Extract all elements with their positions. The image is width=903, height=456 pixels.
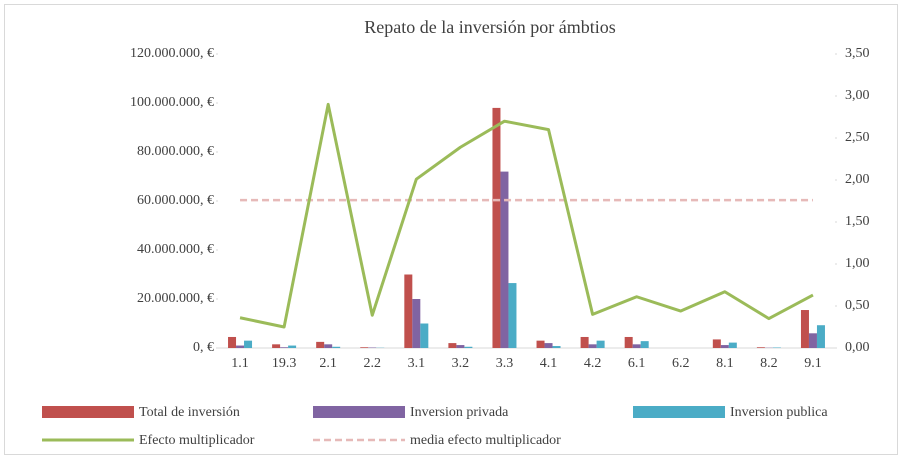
x-tick-label: 9.1	[804, 356, 822, 371]
x-tick-label: 8.2	[760, 356, 778, 371]
bar	[464, 346, 473, 348]
bar	[588, 344, 597, 348]
bar	[412, 299, 421, 348]
y2-tick-label: 0,00	[845, 340, 870, 355]
x-tick-label: 6.1	[628, 356, 646, 371]
bar	[420, 323, 429, 348]
bar	[596, 340, 605, 348]
bar	[800, 310, 809, 348]
y2-tick-label: 2,50	[845, 130, 870, 145]
legend-label: Total de inversión	[139, 405, 240, 420]
bar	[228, 336, 237, 348]
x-tick-label: 3.1	[408, 356, 426, 371]
x-tick-label: 8.1	[716, 356, 734, 371]
x-tick-label: 1.1	[231, 356, 249, 371]
legend-label: Inversion publica	[730, 405, 828, 420]
legend-swatch	[313, 406, 405, 418]
bar	[720, 345, 729, 348]
bar	[640, 341, 649, 348]
bar	[508, 283, 517, 348]
bar	[244, 340, 253, 348]
x-tick-label: 4.1	[540, 356, 558, 371]
bar	[316, 341, 325, 348]
bar	[624, 336, 633, 348]
y2-tick-label: 1,50	[845, 214, 870, 229]
y-tick-label: 100.000.000, €	[130, 95, 214, 110]
x-tick-label: 19.3	[272, 356, 297, 371]
y-tick-label: 20.000.000, €	[137, 291, 214, 306]
bar	[492, 107, 501, 349]
legend-label: Efecto multiplicador	[139, 433, 255, 448]
bar	[756, 347, 765, 348]
x-tick-label: 4.2	[584, 356, 602, 371]
bar	[448, 343, 457, 348]
y-tick-label: 60.000.000, €	[137, 193, 214, 208]
x-tick-label: 3.2	[452, 356, 470, 371]
legend-swatch	[633, 406, 725, 418]
bar	[808, 333, 817, 348]
y-tick-label: 120.000.000, €	[130, 46, 214, 61]
y-tick-label: 40.000.000, €	[137, 242, 214, 257]
bar	[332, 346, 341, 348]
x-tick-label: 2.2	[364, 356, 382, 371]
bar	[816, 325, 825, 348]
y2-tick-label: 0,50	[845, 298, 870, 313]
bar	[272, 344, 281, 348]
bar	[236, 345, 245, 348]
bar	[324, 344, 333, 348]
y-tick-label: 0, €	[193, 340, 214, 355]
x-tick-label: 6.2	[672, 356, 690, 371]
x-tick-label: 2.1	[319, 356, 337, 371]
bar	[712, 339, 721, 348]
legend-label: Inversion privada	[410, 405, 509, 420]
bar	[280, 347, 289, 348]
bar	[404, 274, 413, 348]
y-tick-label: 80.000.000, €	[137, 144, 214, 159]
chart-title: Repato de la inversión por ámbtios	[364, 17, 615, 37]
x-tick-label: 3.3	[496, 356, 514, 371]
bar	[360, 347, 369, 348]
bar	[456, 345, 465, 348]
bar	[728, 342, 737, 348]
bar	[580, 336, 589, 348]
line	[239, 102, 814, 329]
y2-tick-label: 2,00	[845, 172, 870, 187]
bar	[288, 345, 297, 348]
y2-tick-label: 1,00	[845, 256, 870, 271]
bar	[544, 343, 553, 348]
chart-frame	[4, 4, 898, 455]
legend-swatch	[42, 406, 134, 418]
y2-tick-label: 3,00	[845, 88, 870, 103]
bar	[552, 346, 561, 348]
y2-tick-label: 3,50	[845, 46, 870, 61]
legend-label: media efecto multiplicador	[410, 433, 561, 448]
bar	[500, 171, 509, 348]
bar	[632, 344, 641, 348]
bar	[536, 340, 545, 348]
